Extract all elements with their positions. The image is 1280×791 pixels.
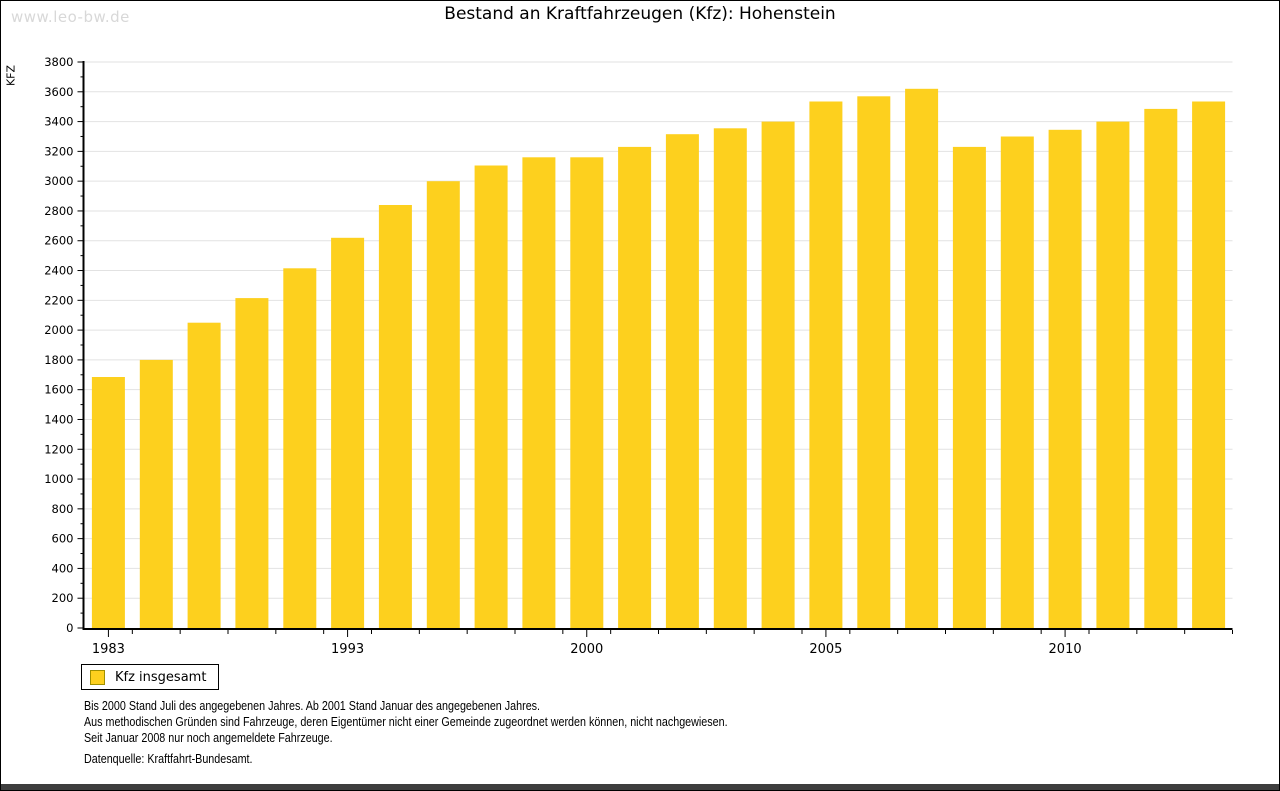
legend-label: Kfz insgesamt [115,669,207,685]
footnote-line: Aus methodischen Gründen sind Fahrzeuge,… [84,715,728,729]
y-tick-label: 3000 [44,174,73,188]
y-tick-label: 2600 [44,234,73,248]
bar [1192,101,1226,628]
y-tick-label: 1600 [44,383,73,397]
y-tick-label: 400 [52,561,74,575]
bar [905,88,939,629]
bar [809,101,843,628]
x-tick-label: 2005 [809,642,842,657]
bar [331,237,365,629]
x-tick-label: 2000 [570,642,603,657]
data-source-note: Datenquelle: Kraftfahrt-Bundesamt. [84,752,253,766]
y-tick-label: 1000 [44,472,73,486]
bar [1048,129,1082,629]
y-tick-label: 3800 [44,55,73,69]
y-tick-label: 1800 [44,353,73,367]
bar [857,96,891,629]
bar [139,359,173,628]
bar [474,165,508,628]
bar [187,322,221,628]
x-tick-label: 1993 [331,642,364,657]
y-tick-label: 3400 [44,115,73,129]
y-tick-label: 3600 [44,85,73,99]
bar [426,181,460,628]
y-tick-label: 2400 [44,264,73,278]
y-tick-label: 1200 [44,442,73,456]
bar [1144,108,1178,628]
bar [618,146,652,628]
bar [665,134,699,628]
kfz-bar-chart: 0 200 400 600 800 1000 1200 1400 1600 1800 2000 220… [44,55,1233,657]
footnotes: Bis 2000 Stand Juli des angegebenen Jahr… [84,698,728,746]
y-tick-label: 600 [52,532,74,546]
bar [522,157,556,629]
bar [952,146,986,628]
bar [283,268,317,628]
bar [570,157,604,629]
y-tick-label: 800 [52,502,74,516]
bar [1096,121,1130,628]
bar [235,298,269,628]
x-tick-label: 1983 [92,642,125,657]
y-tick-label: 0 [66,621,73,635]
y-tick-label: 2000 [44,323,73,337]
legend-box: Kfz insgesamt [81,664,220,690]
y-tick-label: 200 [52,591,74,605]
bar [1000,136,1034,628]
bar [378,205,412,628]
y-tick-label: 2200 [44,293,73,307]
y-tick-label: 3200 [44,144,73,158]
footnote-line: Seit Januar 2008 nur noch angemeldete Fa… [84,731,333,745]
y-tick-label: 1400 [44,412,73,426]
window-bottom-edge [1,784,1279,790]
leo-bw-watermark: www.leo-bw.de [11,8,130,26]
legend-swatch-icon [90,669,105,685]
x-tick-label: 2010 [1049,642,1082,657]
bar [91,377,125,628]
y-tick-label: 2800 [44,204,73,218]
footnote-line: Bis 2000 Stand Juli des angegebenen Jahr… [84,699,541,713]
bar [713,128,747,629]
bar [761,121,795,628]
chart-title: Bestand an Kraftfahrzeugen (Kfz): Hohens… [444,4,836,24]
